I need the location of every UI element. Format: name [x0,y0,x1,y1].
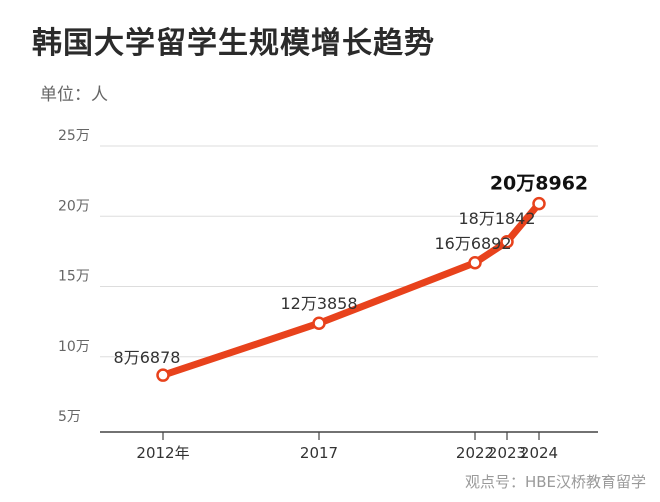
data-label: 20万8962 [490,173,588,195]
grid-layer [100,145,598,358]
data-point [532,196,546,211]
y-tick-labels: 5万 10万 15万 20万 25万 [58,128,90,425]
y-tick-label: 10万 [58,339,90,355]
y-tick-label: 20万 [58,198,90,214]
data-label: 8万6878 [114,348,181,367]
x-tick-label: 2012年 [136,444,189,462]
series-layer [156,196,546,382]
y-tick-label: 25万 [58,128,90,144]
x-tick-label: 2022 [456,444,494,462]
series-line [159,200,543,379]
data-label: 16万6892 [434,234,511,253]
data-point [312,316,326,330]
data-point [500,235,514,249]
data-point [156,368,170,382]
y-tick-label: 15万 [58,269,90,285]
data-labels: 8万6878 12万3858 16万6892 18万1842 20万8962 [114,173,589,368]
data-point [468,256,482,270]
x-tick-label: 2017 [300,444,338,462]
watermark-text: 观点号：HBE汉桥教育留学 [464,473,646,491]
y-tick-label: 5万 [58,409,81,425]
x-tick-label: 2023 [488,444,526,462]
data-label: 18万1842 [458,209,535,228]
chart-title: 韩国大学留学生规模增长趋势 [32,26,435,61]
data-label: 12万3858 [280,294,357,313]
x-tick-label: 2024 [520,444,558,462]
unit-label: 单位：人 [40,85,108,105]
